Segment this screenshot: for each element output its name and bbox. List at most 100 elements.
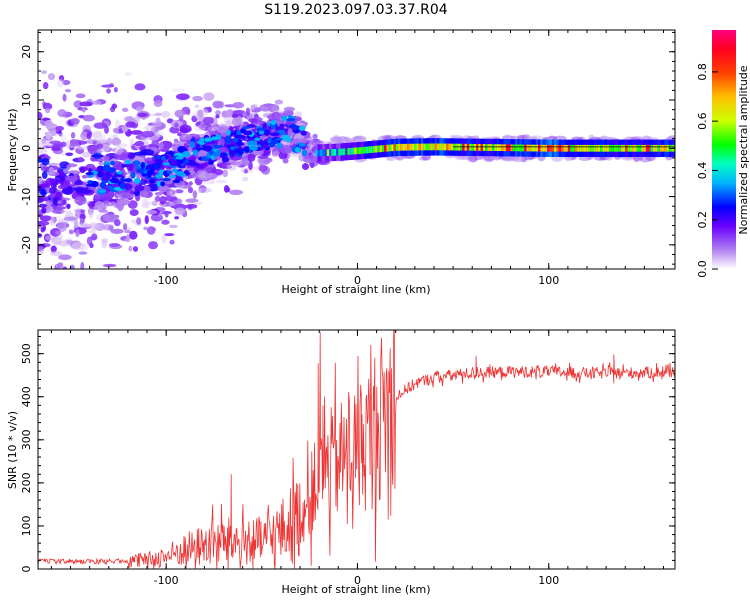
spectral-core: [172, 179, 181, 183]
spectral-blob: [194, 104, 200, 109]
band-core: [581, 144, 585, 152]
spectral-blob: [148, 241, 159, 250]
band-core: [331, 149, 335, 156]
spectral-core: [294, 147, 301, 153]
spectral-blob: [44, 196, 49, 202]
spectral-blob: [192, 95, 203, 102]
band-core: [535, 144, 539, 152]
band-core: [650, 144, 654, 152]
band-core: [482, 144, 486, 151]
spectral-core: [286, 117, 296, 122]
band-core: [317, 149, 321, 157]
band-core: [466, 143, 470, 151]
spectral-blob: [62, 93, 67, 102]
band-core: [361, 146, 365, 154]
spectral-core: [282, 134, 290, 141]
spectral-blob: [312, 133, 318, 139]
x-tick-label: -100: [154, 574, 179, 587]
spectral-blob: [177, 132, 182, 137]
spectral-blob: [161, 234, 167, 244]
spectral-blob: [113, 219, 121, 227]
colorbar-ticks: 0.0 0.2 0.4 0.6 0.8: [696, 63, 718, 278]
colorbar-tick-label: 0.8: [696, 63, 709, 81]
band-core: [622, 144, 626, 152]
spectral-blob: [65, 175, 79, 182]
spectral-core: [135, 165, 141, 170]
band-core: [375, 145, 379, 153]
band-core: [588, 144, 592, 152]
spectral-core: [107, 185, 114, 190]
band-core: [485, 144, 489, 151]
spectral-core: [160, 181, 166, 187]
band-core: [505, 144, 509, 152]
y-tick-label: -10: [20, 188, 33, 206]
band-core: [450, 143, 454, 151]
band-core: [368, 146, 372, 154]
band-core: [471, 143, 475, 151]
band-core: [338, 148, 342, 156]
spectral-halo: [466, 155, 476, 162]
spectral-core: [183, 169, 190, 175]
band-core: [407, 143, 411, 151]
band-core: [664, 144, 668, 152]
spectral-blob: [151, 140, 160, 147]
spectral-core: [146, 164, 153, 170]
spectral-blob: [306, 143, 311, 147]
spectral-blob: [61, 79, 71, 86]
band-core: [606, 144, 610, 152]
spectral-halo: [633, 156, 640, 163]
spectral-blob: [161, 219, 170, 225]
spectral-core: [177, 145, 187, 153]
spectral-blob: [49, 216, 56, 226]
spectral-blob: [58, 254, 72, 261]
band-core: [370, 146, 374, 153]
band-core: [590, 144, 594, 152]
spectral-blob: [146, 157, 151, 161]
spectral-blob: [104, 125, 109, 134]
spectral-blob: [96, 143, 103, 150]
band-core: [416, 143, 420, 151]
spectral-blob: [294, 111, 303, 118]
band-core: [381, 145, 385, 152]
band-core: [544, 144, 548, 152]
spectral-blob: [137, 112, 149, 118]
snr-ticks: -100 0 100 0 100 200 300 400 500: [20, 330, 675, 587]
spectral-blob: [57, 200, 62, 204]
spectral-blob: [47, 73, 56, 81]
spectral-blob: [91, 233, 98, 241]
spectral-blob: [283, 109, 294, 117]
band-core: [503, 144, 507, 152]
spectral-blob: [141, 199, 149, 208]
band-core: [645, 144, 649, 152]
spectral-blob: [245, 107, 251, 117]
spectral-core: [279, 123, 285, 129]
spectral-core: [121, 164, 131, 168]
band-core: [547, 144, 551, 152]
spectral-blob: [174, 216, 180, 220]
spectral-halo: [516, 134, 526, 141]
spectral-blob: [248, 118, 258, 123]
spectral-blob: [173, 138, 179, 143]
band-core: [512, 144, 516, 152]
spectral-blob: [60, 209, 72, 214]
spectral-blob: [226, 164, 232, 168]
spectral-blob: [41, 70, 47, 75]
band-core: [565, 144, 569, 152]
spectral-blob: [221, 110, 231, 118]
band-core: [517, 144, 521, 152]
spectral-core: [160, 155, 167, 161]
band-core: [423, 143, 427, 151]
spectral-core: [166, 170, 173, 175]
spectral-blob: [70, 118, 80, 125]
spectral-blob: [41, 170, 48, 180]
spectral-blob: [283, 106, 296, 112]
band-core: [519, 144, 523, 152]
spectral-blob: [128, 245, 133, 252]
band-core: [554, 144, 558, 152]
band-core: [469, 143, 473, 151]
spectral-blob: [153, 100, 163, 108]
spectral-blob: [242, 121, 249, 125]
band-core: [340, 148, 344, 156]
spectral-blob: [221, 162, 227, 168]
spectral-blob: [60, 134, 67, 142]
